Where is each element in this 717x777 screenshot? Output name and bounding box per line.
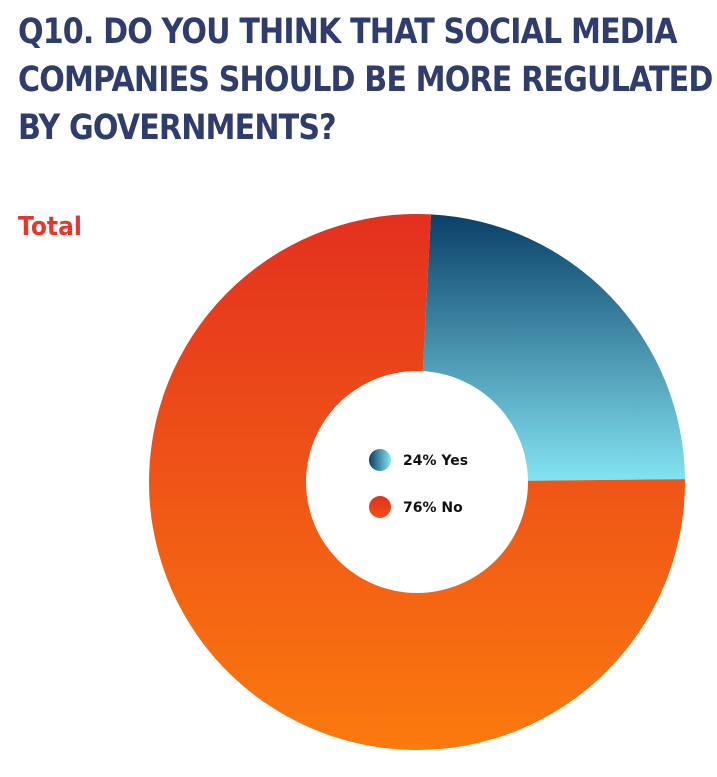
legend-dot-no: [369, 496, 391, 518]
chart-title: Q10. DO YOU THINK THAT SOCIAL MEDIA COMP…: [18, 8, 713, 152]
legend-label-no: 76% No: [403, 500, 463, 516]
chart-subtitle: Total: [18, 212, 82, 242]
chart-title-line-1: Q10. DO YOU THINK THAT SOCIAL MEDIA: [18, 12, 678, 52]
legend-dot-yes: [369, 449, 391, 471]
legend-label-yes: 24% Yes: [403, 453, 468, 469]
chart-title-line-3: BY GOVERNMENTS?: [18, 108, 337, 148]
chart-title-line-2: COMPANIES SHOULD BE MORE REGULATED: [18, 60, 713, 100]
donut-hole: [306, 371, 528, 593]
